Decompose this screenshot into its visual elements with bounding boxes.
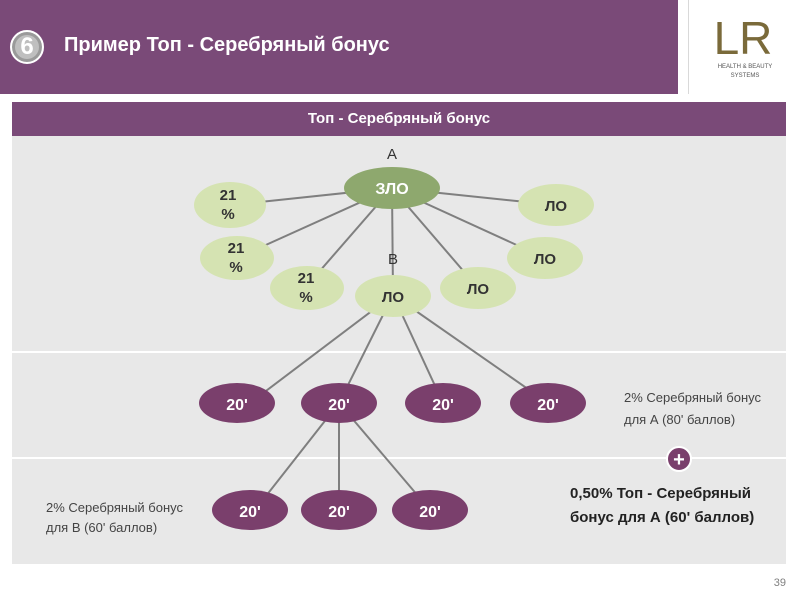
- connector-lines: [231, 187, 556, 511]
- node-root: [344, 167, 440, 209]
- slide-number-badge: 6: [10, 30, 44, 64]
- svg-text:ЛО: ЛО: [534, 251, 557, 268]
- pct-node-3: 21 %: [270, 266, 344, 310]
- svg-text:21: 21: [298, 270, 315, 287]
- label-a: A: [387, 146, 397, 163]
- svg-text:21: 21: [228, 240, 245, 257]
- svg-text:+: +: [673, 449, 685, 471]
- node-root-label: ЗЛО: [375, 181, 408, 198]
- pct-node-1: 21 %: [194, 182, 266, 228]
- header-gap: [678, 0, 688, 94]
- logo-box: LR HEALTH & BEAUTY SYSTEMS: [688, 0, 800, 94]
- level2-node-3: 20': [405, 383, 481, 423]
- svg-text:ЛО: ЛО: [545, 198, 568, 215]
- page-number: 39: [773, 577, 786, 589]
- svg-text:20': 20': [328, 504, 350, 521]
- svg-text:21: 21: [220, 187, 237, 204]
- plus-icon: +: [666, 446, 692, 472]
- note-a-line1: 2% Серебряный бонус: [624, 390, 762, 405]
- svg-text:%: %: [299, 289, 312, 306]
- logo-line2: SYSTEMS: [731, 73, 760, 79]
- note-b-line1: 2% Серебряный бонус: [46, 500, 184, 515]
- logo-line1: HEALTH & BEAUTY: [718, 64, 773, 70]
- node-b: ЛО: [355, 275, 431, 317]
- page-title: Пример Топ - Серебряный бонус: [64, 34, 390, 56]
- slide-header: [0, 0, 678, 94]
- svg-text:20': 20': [419, 504, 441, 521]
- level3-node-2: 20': [301, 490, 377, 530]
- result-line1: 0,50% Топ - Серебряный: [570, 485, 751, 502]
- level2-node-2: 20': [301, 383, 377, 423]
- lr-logo: LR HEALTH & BEAUTY SYSTEMS: [714, 12, 773, 79]
- level2-node-4: 20': [510, 383, 586, 423]
- note-a-line2: для А (80' баллов): [624, 412, 735, 427]
- svg-text:20': 20': [239, 504, 261, 521]
- svg-text:20': 20': [432, 397, 454, 414]
- pct-node-2: 21 %: [200, 236, 274, 280]
- level3-node-1: 20': [212, 490, 288, 530]
- logo-mark: LR: [714, 12, 773, 64]
- svg-text:20': 20': [328, 397, 350, 414]
- table-header: Топ - Серебряный бонус: [12, 102, 786, 136]
- level3-node-3: 20': [392, 490, 468, 530]
- svg-text:%: %: [229, 259, 242, 276]
- band-middle: [12, 353, 786, 457]
- svg-text:ЛО: ЛО: [467, 281, 490, 298]
- level2-node-1: 20': [199, 383, 275, 423]
- svg-text:ЛО: ЛО: [382, 289, 405, 306]
- svg-text:20': 20': [226, 397, 248, 414]
- svg-text:20': 20': [537, 397, 559, 414]
- note-b-line2: для В (60' баллов): [46, 520, 157, 535]
- lo-node-2: ЛО: [507, 237, 583, 279]
- result-line2: бонус для А (60' баллов): [570, 509, 754, 526]
- lo-node-3: ЛО: [440, 267, 516, 309]
- svg-text:%: %: [221, 206, 234, 223]
- lo-node-1: ЛО: [518, 184, 594, 226]
- label-b: B: [388, 251, 398, 268]
